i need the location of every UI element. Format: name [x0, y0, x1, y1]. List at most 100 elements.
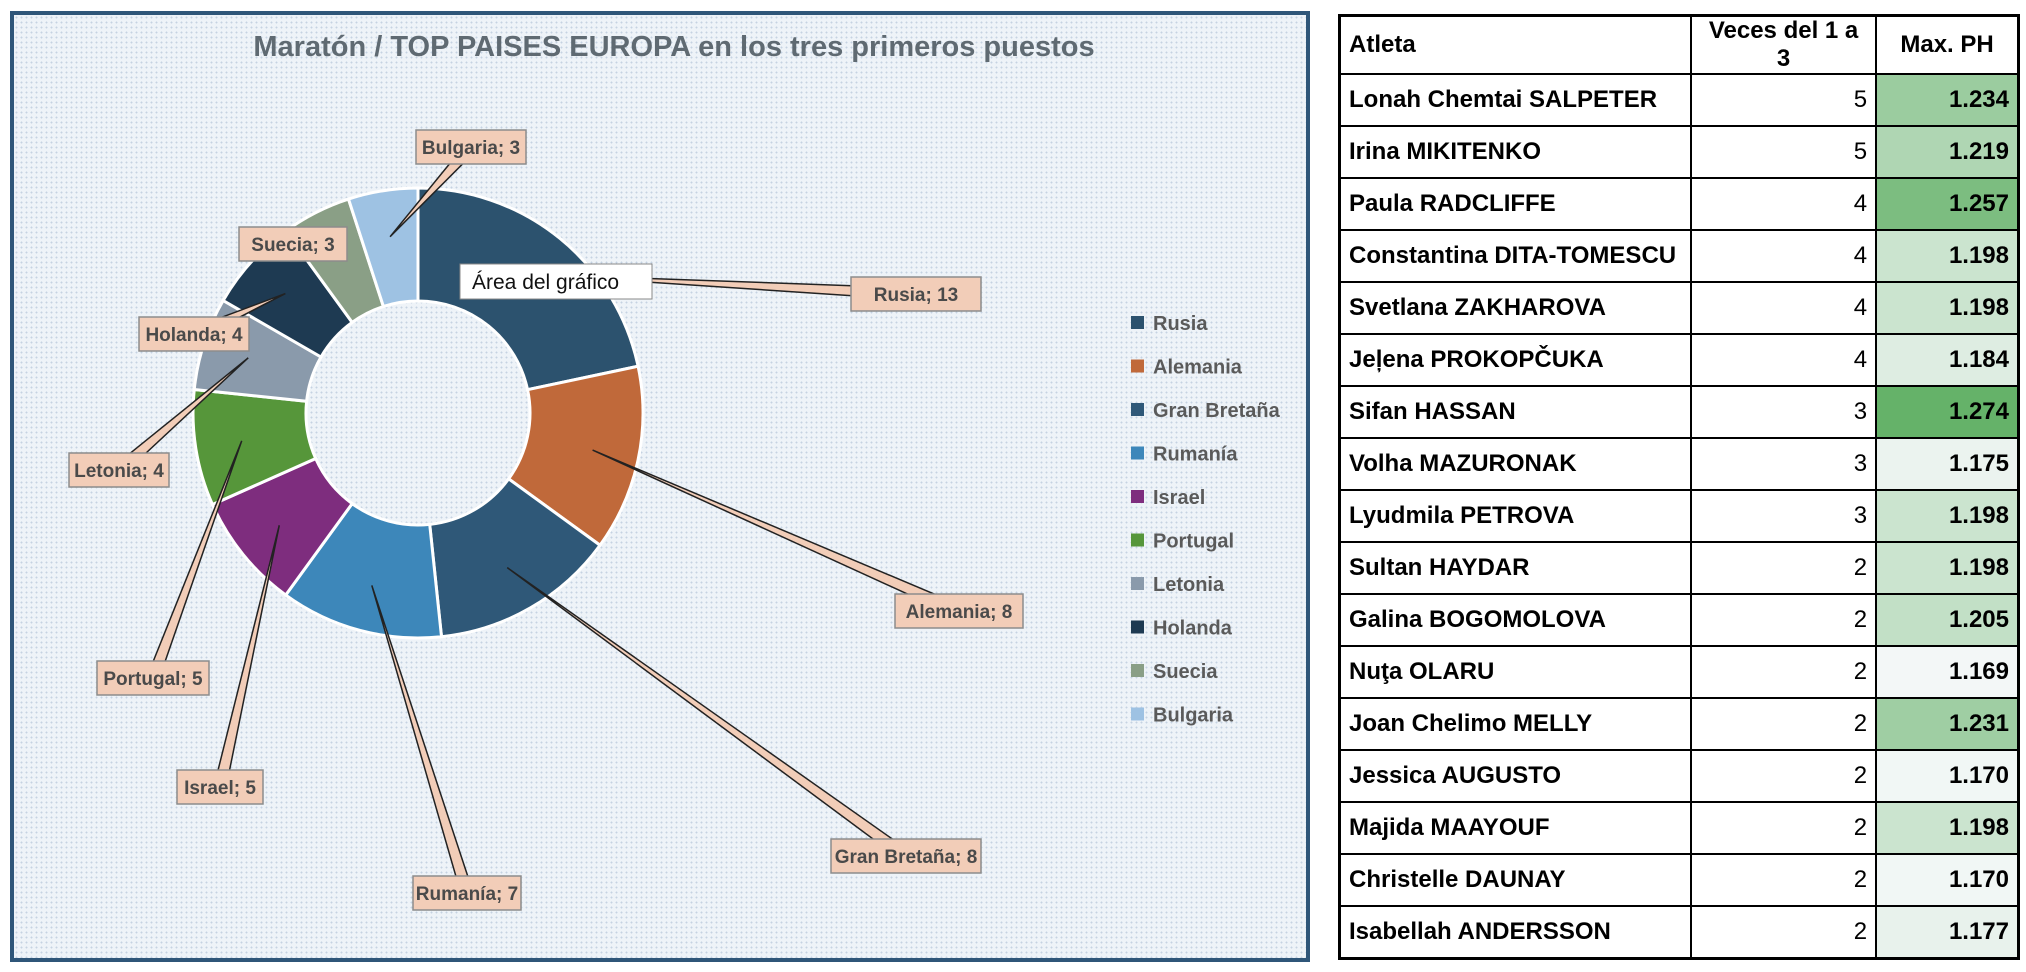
table-row: Lonah Chemtai SALPETER 5 1.234	[1338, 73, 2020, 127]
legend-swatch	[1131, 664, 1144, 677]
cell-max-ph[interactable]: 1.175	[1875, 437, 2020, 491]
donut-chart[interactable]: Maratón / TOP PAISES EUROPA en los tres …	[14, 15, 1306, 958]
legend-item[interactable]: Rumanía	[1153, 444, 1238, 466]
cell-max-ph[interactable]: 1.198	[1875, 281, 2020, 335]
table-row: Lyudmila PETROVA 3 1.198	[1338, 489, 2020, 543]
legend-item[interactable]: Gran Bretaña	[1153, 400, 1281, 422]
data-label: Israel; 5	[184, 778, 256, 799]
cell-max-ph[interactable]: 1.170	[1875, 749, 2020, 803]
legend-item[interactable]: Suecia	[1153, 661, 1218, 683]
cell-max-ph[interactable]: 1.274	[1875, 385, 2020, 439]
data-label: Letonia; 4	[74, 461, 164, 482]
data-label: Rusia; 13	[874, 285, 958, 306]
slice-bulgaria[interactable]	[346, 186, 420, 309]
data-label: Portugal; 5	[103, 669, 203, 690]
table-row: Nuţa OLARU 2 1.169	[1338, 645, 2020, 699]
data-label: Suecia; 3	[251, 235, 334, 256]
legend-item[interactable]: Israel	[1153, 487, 1205, 509]
cell-athlete[interactable]: Majida MAAYOUF	[1338, 801, 1693, 855]
cell-athlete[interactable]: Lonah Chemtai SALPETER	[1338, 73, 1693, 127]
cell-athlete[interactable]: Jeļena PROKOPČUKA	[1338, 333, 1693, 387]
slice-gran-bretaña[interactable]	[428, 476, 603, 639]
cell-max-ph[interactable]: 1.198	[1875, 489, 2020, 543]
athletes-table: Atleta Veces del 1 a 3 Max. PH Lonah Che…	[1338, 14, 2020, 960]
cell-athlete[interactable]: Nuţa OLARU	[1338, 645, 1693, 699]
cell-count[interactable]: 2	[1690, 853, 1878, 907]
cell-athlete[interactable]: Sifan HASSAN	[1338, 385, 1693, 439]
legend-item[interactable]: Bulgaria	[1153, 705, 1234, 727]
table-row: Galina BOGOMOLOVA 2 1.205	[1338, 593, 2020, 647]
table-row: Majida MAAYOUF 2 1.198	[1338, 801, 2020, 855]
cell-max-ph[interactable]: 1.170	[1875, 853, 2020, 907]
cell-count[interactable]: 2	[1690, 541, 1878, 595]
data-label-box	[894, 593, 1024, 629]
table-row: Constantina DITA-TOMESCU 4 1.198	[1338, 229, 2020, 283]
tooltip-text: Área del gráfico	[472, 271, 619, 294]
cell-count[interactable]: 2	[1690, 801, 1878, 855]
cell-athlete[interactable]: Galina BOGOMOLOVA	[1338, 593, 1693, 647]
cell-athlete[interactable]: Irina MIKITENKO	[1338, 125, 1693, 179]
cell-athlete[interactable]: Jessica AUGUSTO	[1338, 749, 1693, 803]
chart-area[interactable]: Maratón / TOP PAISES EUROPA en los tres …	[10, 11, 1310, 962]
leader-line	[213, 525, 281, 790]
data-label: Bulgaria; 3	[422, 138, 520, 159]
cell-athlete[interactable]: Constantina DITA-TOMESCU	[1338, 229, 1693, 283]
cell-count[interactable]: 4	[1690, 229, 1878, 283]
cell-count[interactable]: 3	[1690, 489, 1878, 543]
cell-athlete[interactable]: Svetlana ZAKHAROVA	[1338, 281, 1693, 335]
cell-count[interactable]: 4	[1690, 333, 1878, 387]
cell-count[interactable]: 2	[1690, 749, 1878, 803]
cell-count[interactable]: 2	[1690, 593, 1878, 647]
cell-max-ph[interactable]: 1.198	[1875, 801, 2020, 855]
data-label-box	[830, 838, 982, 874]
data-label-box	[96, 660, 210, 696]
cell-max-ph[interactable]: 1.198	[1875, 541, 2020, 595]
tooltip: Área del gráfico	[459, 263, 653, 300]
data-label: Rumanía; 7	[416, 884, 518, 905]
data-label-box	[68, 452, 170, 488]
legend-item[interactable]: Portugal	[1153, 531, 1234, 553]
cell-athlete[interactable]: Lyudmila PETROVA	[1338, 489, 1693, 543]
cell-max-ph[interactable]: 1.198	[1875, 229, 2020, 283]
cell-athlete[interactable]: Christelle DAUNAY	[1338, 853, 1693, 907]
cell-count[interactable]: 2	[1690, 697, 1878, 751]
cell-max-ph[interactable]: 1.219	[1875, 125, 2020, 179]
legend-item[interactable]: Letonia	[1153, 574, 1225, 596]
data-label: Holanda; 4	[145, 325, 243, 346]
table-row: Joan Chelimo MELLY 2 1.231	[1338, 697, 2020, 751]
cell-max-ph[interactable]: 1.205	[1875, 593, 2020, 647]
table-row: Sifan HASSAN 3 1.274	[1338, 385, 2020, 439]
cell-athlete[interactable]: Joan Chelimo MELLY	[1338, 697, 1693, 751]
cell-max-ph[interactable]: 1.231	[1875, 697, 2020, 751]
cell-count[interactable]: 4	[1690, 281, 1878, 335]
cell-count[interactable]: 2	[1690, 905, 1878, 959]
cell-max-ph[interactable]: 1.257	[1875, 177, 2020, 231]
table-row: Jeļena PROKOPČUKA 4 1.184	[1338, 333, 2020, 387]
data-label: Alemania; 8	[906, 602, 1013, 623]
cell-count[interactable]: 5	[1690, 73, 1878, 127]
cell-count[interactable]: 3	[1690, 385, 1878, 439]
table-row: Svetlana ZAKHAROVA 4 1.198	[1338, 281, 2020, 335]
legend-item[interactable]: Holanda	[1153, 618, 1233, 640]
cell-athlete[interactable]: Sultan HAYDAR	[1338, 541, 1693, 595]
cell-max-ph[interactable]: 1.184	[1875, 333, 2020, 387]
legend-item[interactable]: Alemania	[1153, 357, 1243, 379]
cell-max-ph[interactable]: 1.177	[1875, 905, 2020, 959]
cell-athlete[interactable]: Paula RADCLIFFE	[1338, 177, 1693, 231]
table-row: Volha MAZURONAK 3 1.175	[1338, 437, 2020, 491]
cell-athlete[interactable]: Isabellah ANDERSSON	[1338, 905, 1693, 959]
cell-athlete[interactable]: Volha MAZURONAK	[1338, 437, 1693, 491]
table-row: Sultan HAYDAR 2 1.198	[1338, 541, 2020, 595]
table-row: Irina MIKITENKO 5 1.219	[1338, 125, 2020, 179]
athletes-table-container: Atleta Veces del 1 a 3 Max. PH Lonah Che…	[1338, 14, 2020, 960]
legend-item[interactable]: Rusia	[1153, 313, 1208, 335]
data-label-box	[415, 129, 527, 165]
cell-count[interactable]: 4	[1690, 177, 1878, 231]
cell-count[interactable]: 2	[1690, 645, 1878, 699]
cell-count[interactable]: 3	[1690, 437, 1878, 491]
cell-max-ph[interactable]: 1.169	[1875, 645, 2020, 699]
cell-max-ph[interactable]: 1.234	[1875, 73, 2020, 127]
cell-count[interactable]: 5	[1690, 125, 1878, 179]
table-row: Paula RADCLIFFE 4 1.257	[1338, 177, 2020, 231]
slice-alemania[interactable]	[506, 364, 645, 548]
